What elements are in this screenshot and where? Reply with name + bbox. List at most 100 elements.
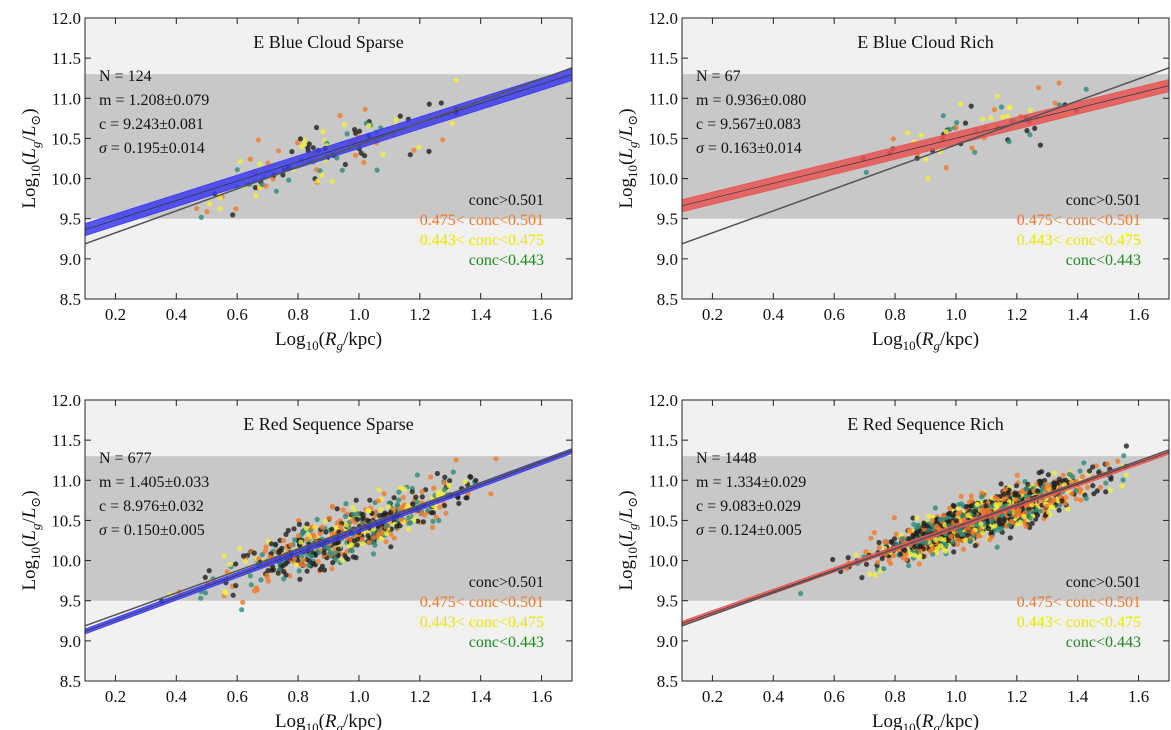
data-point (1018, 489, 1024, 495)
x-tick-label: 1.2 (1006, 305, 1027, 324)
data-point (233, 206, 239, 212)
reference-line (682, 449, 1169, 627)
x-tick-label: 0.2 (702, 687, 723, 706)
data-point (1123, 472, 1129, 478)
data-point (1027, 515, 1033, 521)
data-point (447, 478, 453, 484)
data-point (352, 152, 359, 158)
data-point (255, 137, 261, 143)
data-point (1052, 100, 1058, 106)
x-tick-label: 0.8 (884, 687, 905, 706)
data-point (383, 539, 389, 545)
data-point (217, 206, 223, 212)
data-point (953, 518, 959, 524)
data-point (956, 511, 962, 517)
data-point (304, 536, 310, 543)
y-tick-label: 9.5 (657, 210, 678, 229)
data-point (362, 153, 368, 159)
data-point (978, 494, 985, 500)
data-point (321, 567, 328, 573)
data-point (323, 529, 329, 535)
data-point (296, 521, 302, 528)
data-point (1063, 494, 1069, 501)
data-point (918, 132, 924, 138)
data-point (911, 521, 917, 527)
fit-line (85, 74, 572, 230)
panel-title: E Red Sequence Sparse (243, 414, 413, 434)
data-point (932, 505, 938, 511)
y-tick-label: 11.0 (649, 471, 678, 490)
data-point (954, 120, 960, 126)
data-point (955, 506, 961, 512)
data-point (994, 93, 1000, 99)
data-point (281, 576, 287, 582)
panel-title: E Blue Cloud Rich (857, 32, 994, 52)
data-point (252, 185, 258, 191)
data-point (1039, 469, 1045, 475)
data-point (291, 526, 297, 532)
data-point (378, 535, 384, 542)
data-point (898, 551, 904, 557)
data-point (397, 505, 403, 511)
data-point (280, 537, 286, 544)
data-point (277, 547, 283, 553)
data-point (1123, 443, 1129, 449)
data-point (408, 520, 414, 526)
data-point (288, 542, 294, 548)
data-point (370, 535, 377, 541)
data-point (1025, 481, 1031, 487)
data-point (1079, 473, 1085, 480)
stat-line: c = 9.567±0.083 (696, 116, 801, 133)
y-tick-label: 11.0 (52, 471, 81, 490)
x-axis-title: Log10(Rg/kpc) (872, 329, 979, 353)
data-point (251, 550, 257, 556)
data-point (1103, 489, 1109, 495)
x-tick-label: 0.6 (227, 687, 248, 706)
data-point (994, 503, 1000, 509)
x-tick-label: 1.6 (1128, 687, 1149, 706)
data-point (240, 599, 246, 606)
data-point (247, 573, 253, 579)
data-point (329, 526, 335, 532)
x-tick-label: 0.4 (763, 305, 785, 324)
x-tick-label: 0.6 (227, 305, 248, 324)
data-point (893, 531, 899, 537)
x-tick-label: 1.0 (348, 305, 369, 324)
data-point (1078, 486, 1084, 493)
data-point (330, 560, 336, 566)
data-point (962, 120, 969, 126)
data-point (419, 494, 425, 500)
data-point (434, 470, 440, 477)
data-point (353, 555, 359, 561)
x-tick-label: 1.2 (409, 687, 430, 706)
data-point (381, 491, 387, 497)
data-point (379, 529, 385, 535)
reference-line (85, 449, 572, 627)
data-point (968, 493, 975, 499)
data-point (972, 149, 978, 155)
data-point (237, 158, 243, 164)
data-point (965, 512, 971, 518)
data-point (1021, 513, 1027, 520)
data-point (372, 542, 378, 548)
data-point (899, 536, 905, 542)
stat-line: N = 67 (696, 68, 741, 85)
data-point (198, 595, 204, 601)
data-point (951, 549, 957, 555)
data-point (1119, 483, 1125, 489)
data-point (937, 517, 943, 523)
data-point (355, 516, 361, 522)
data-point (388, 526, 394, 532)
data-point (339, 557, 345, 564)
data-point (1004, 113, 1011, 119)
data-point (315, 178, 321, 184)
data-point (398, 517, 404, 523)
x-axis-title: Log10(Rg/kpc) (872, 711, 979, 730)
data-point (955, 537, 962, 543)
data-point (360, 541, 366, 547)
data-point (446, 482, 452, 488)
data-point (405, 526, 411, 533)
data-point (426, 148, 432, 154)
data-point (1052, 470, 1058, 476)
data-point (996, 516, 1002, 522)
